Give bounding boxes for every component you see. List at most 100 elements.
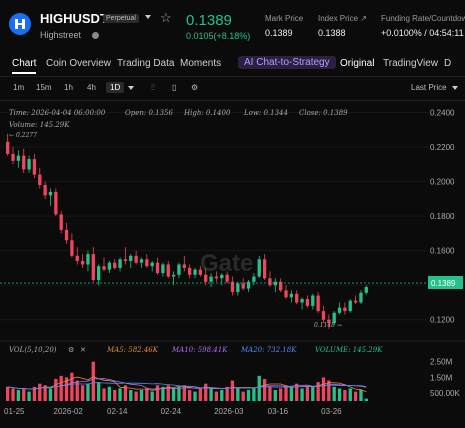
high-annotation: ← 0.2277	[9, 132, 37, 139]
volume-bar	[32, 386, 37, 401]
vol-ma10: MA10: 598.41K	[171, 346, 228, 354]
volume-bar	[161, 386, 165, 401]
volume-bar	[139, 390, 144, 401]
timeframe-dropdown-chevron-icon[interactable]	[128, 86, 134, 90]
volume-bar	[145, 388, 149, 401]
candle-body	[198, 269, 203, 275]
candle-body	[353, 300, 358, 303]
price-mode-chevron-icon[interactable]	[452, 86, 458, 90]
volume-bar	[311, 386, 315, 401]
volume-bar	[54, 379, 58, 401]
volume-bar	[262, 379, 267, 401]
candle-body	[311, 295, 315, 306]
volume-bar	[75, 380, 79, 401]
favorite-star-icon[interactable]: ☆	[160, 10, 172, 25]
volume-bar	[155, 385, 160, 401]
volume-bar	[48, 388, 53, 401]
candle-body	[246, 281, 251, 289]
volume-bar	[321, 377, 326, 401]
vol-settings-gear-icon[interactable]: ⚙	[68, 346, 74, 354]
timeframe-4h[interactable]: 4h	[87, 83, 96, 92]
timeframe-1d[interactable]: 1D	[106, 82, 125, 93]
last-price-tag-text: 0.1389	[431, 279, 456, 288]
candle-body	[80, 261, 85, 265]
candle-body	[150, 262, 154, 267]
candle-body	[225, 274, 229, 282]
symbol-dropdown-chevron-icon[interactable]	[145, 15, 151, 19]
candle-body	[348, 300, 352, 312]
ohlc-low: Low: 0.1344	[243, 109, 288, 117]
volume-bar	[22, 388, 26, 401]
volume-bar	[6, 386, 10, 401]
volume-bars-group	[6, 361, 368, 401]
candle-body	[75, 255, 79, 261]
candle-body	[161, 264, 165, 274]
candle-body	[321, 311, 326, 320]
volume-bar	[70, 372, 74, 401]
tab-tradingview[interactable]: TradingView	[383, 58, 439, 69]
volume-bar	[295, 383, 299, 401]
candle-body	[300, 299, 304, 303]
timeframe-1h[interactable]: 1h	[64, 83, 73, 92]
candlestick-chart[interactable]: Gate 0.24000.22000.20000.18000.16000.140…	[0, 101, 465, 428]
candle-body	[166, 264, 170, 277]
candle-body	[43, 185, 47, 196]
candle-body	[214, 276, 219, 279]
candle-body	[139, 259, 144, 263]
contract-badge: Perpetual	[103, 14, 139, 23]
volume-bar	[91, 361, 95, 401]
tab-original[interactable]: Original	[340, 58, 375, 69]
volume-bar	[118, 388, 122, 401]
volume-bar	[123, 385, 128, 401]
candle-body	[257, 259, 261, 277]
date-axis-tick: 03-16	[268, 407, 289, 416]
timeframe-15m[interactable]: 15m	[36, 83, 52, 92]
candle-body	[316, 295, 320, 312]
volume-bar	[230, 380, 235, 401]
active-tab-indicator	[12, 72, 36, 74]
tab-trading-data[interactable]: Trading Data	[117, 58, 175, 69]
candle-body	[305, 299, 310, 306]
price-axis-tick: 0.1600	[430, 247, 455, 256]
ohlc-open: Open: 0.1356	[125, 109, 173, 117]
divider	[0, 100, 465, 101]
candle-body	[97, 266, 101, 280]
candle-body	[16, 155, 21, 161]
volume-bar	[43, 385, 47, 401]
last-price: 0.1389	[186, 12, 232, 29]
volume-bar	[11, 388, 15, 401]
tab-coin-overview[interactable]: Coin Overview	[46, 58, 112, 69]
date-axis-tick: 02-24	[161, 407, 182, 416]
chart-grid	[0, 111, 428, 321]
candle-body	[64, 229, 69, 241]
candle-body	[279, 281, 283, 291]
tab-chart[interactable]: Chart	[12, 58, 37, 69]
volume-bar	[209, 388, 213, 401]
chart-settings-gear-icon[interactable]: ⚙	[191, 83, 199, 92]
tab-depth[interactable]: D	[444, 58, 452, 69]
symbol-name[interactable]: HIGHUSDT	[40, 11, 108, 26]
tab-moments[interactable]: Moments	[180, 58, 222, 69]
candle-body	[188, 267, 192, 275]
index-price-label[interactable]: Index Price ↗	[318, 14, 367, 23]
price-mode-select[interactable]: Last Price	[411, 83, 447, 92]
candle-body	[268, 278, 272, 286]
candle-body	[359, 292, 363, 303]
volume-bar	[327, 380, 331, 401]
candle-body	[337, 307, 342, 313]
mark-price-value: 0.1389	[265, 28, 293, 38]
candle-body	[113, 262, 117, 268]
volume-bar	[129, 390, 133, 401]
volume-bar	[198, 388, 203, 401]
vol-close-icon[interactable]: ✕	[80, 347, 86, 354]
indicator-settings-icon[interactable]: ⫶⫶	[151, 83, 155, 92]
info-icon[interactable]	[92, 32, 99, 39]
candle-style-icon[interactable]: ▯	[172, 83, 177, 92]
ai-chat-to-strategy-button[interactable]: AI Chat-to-Strategy	[238, 56, 336, 69]
volume-axis-tick: 2.50M	[430, 358, 453, 367]
volume-bar	[38, 383, 42, 401]
vol-ma10-line	[7, 378, 367, 390]
timeframe-1m[interactable]: 1m	[13, 83, 25, 92]
candle-body	[134, 255, 138, 263]
volume-bar	[134, 391, 138, 401]
